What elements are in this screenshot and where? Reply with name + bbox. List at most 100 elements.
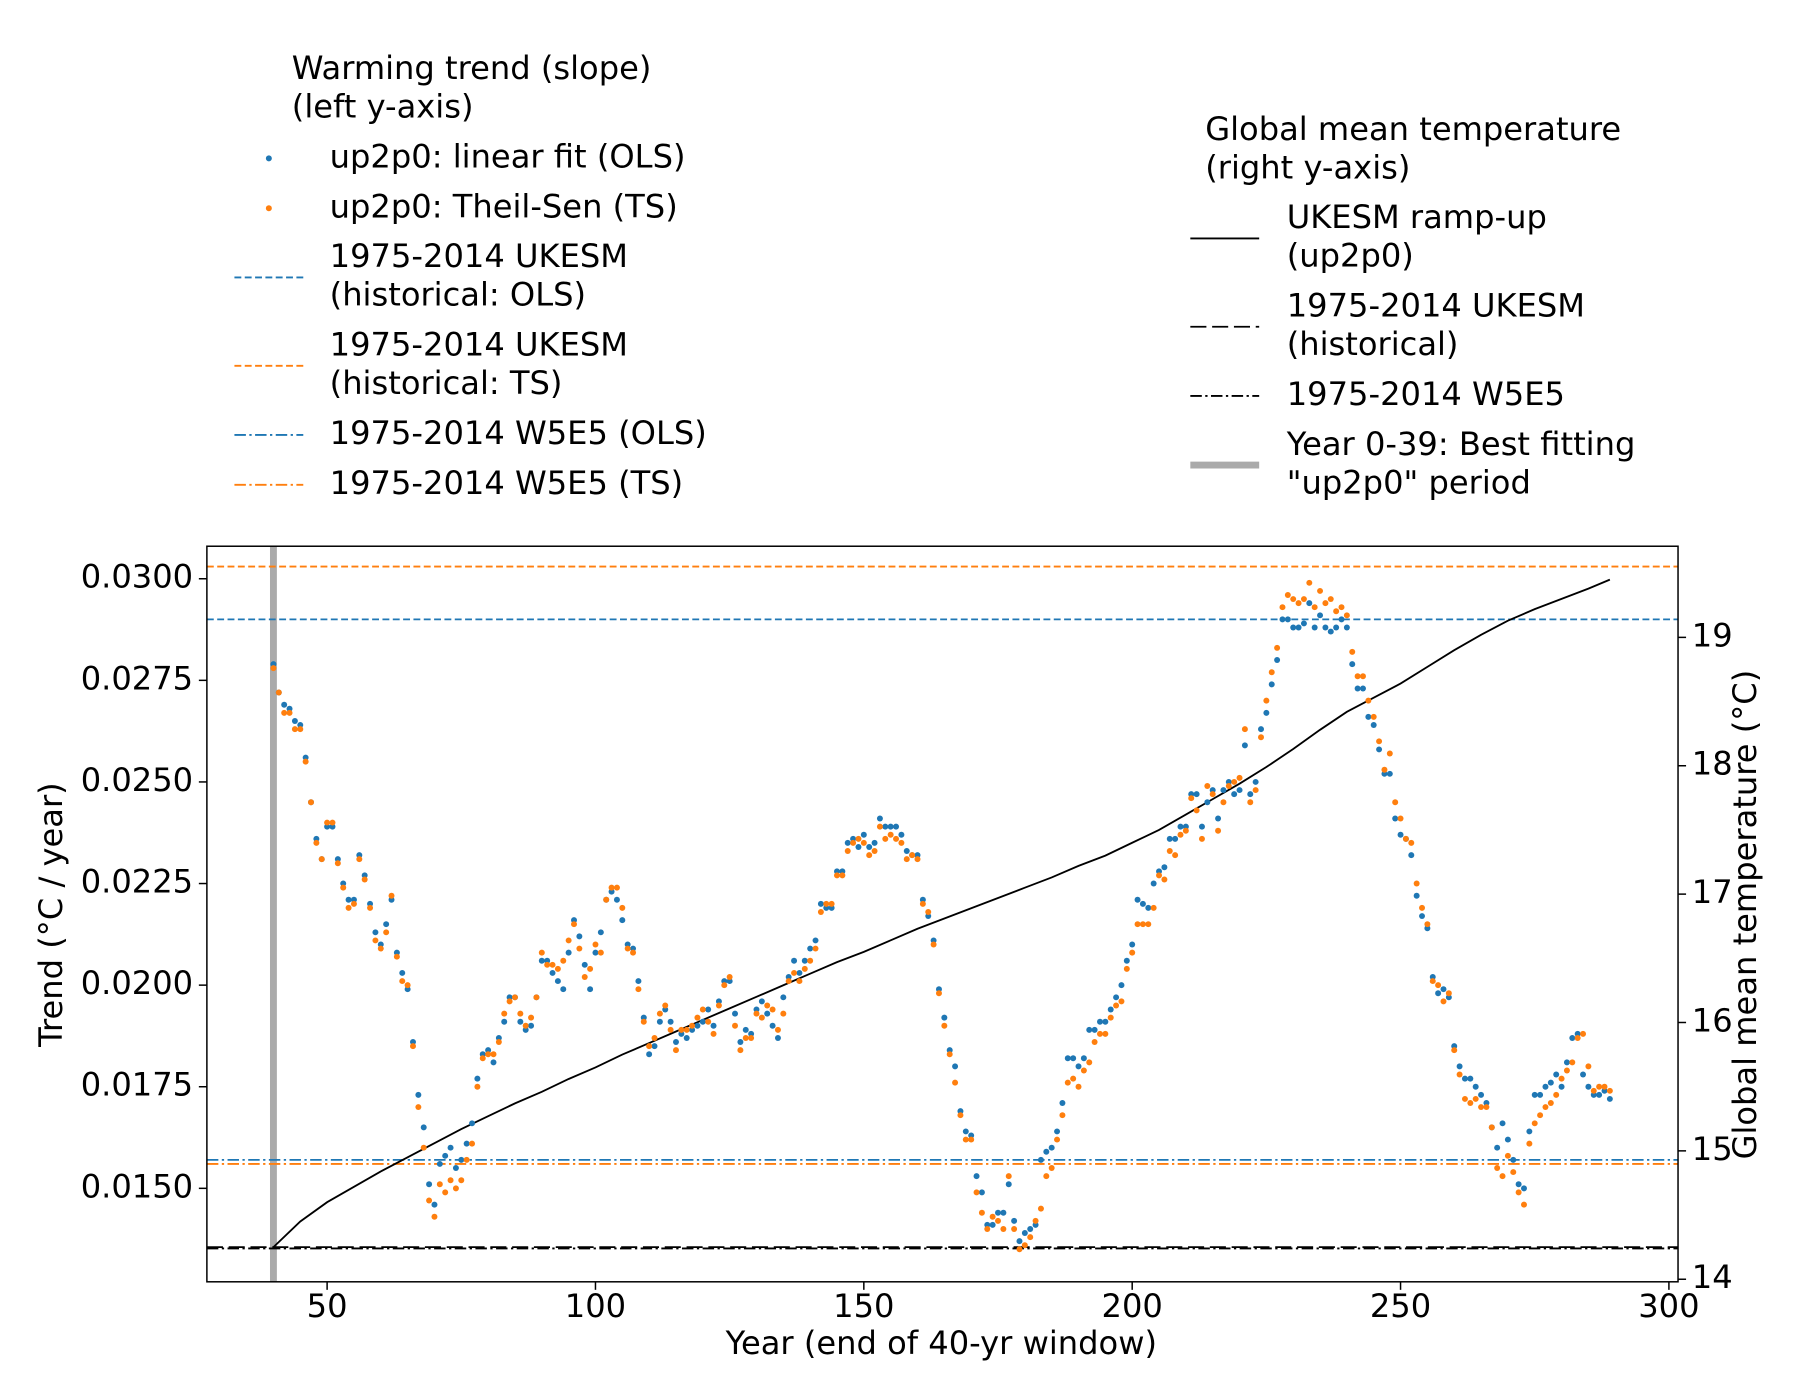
trend-point bbox=[619, 917, 626, 924]
trend-point bbox=[1456, 1071, 1463, 1078]
trend-point bbox=[308, 799, 314, 806]
trend-point bbox=[952, 1079, 959, 1086]
y2-tick-label: 19 bbox=[1692, 616, 1733, 654]
trend-point bbox=[1606, 1095, 1613, 1102]
trend-point bbox=[1494, 1165, 1501, 1171]
temperature-line bbox=[272, 578, 1611, 1248]
trend-point bbox=[1322, 600, 1329, 607]
trend-point bbox=[410, 1043, 416, 1050]
trend-point bbox=[1317, 612, 1324, 619]
trend-point bbox=[1113, 1002, 1120, 1009]
trend-point bbox=[791, 969, 798, 976]
trend-point bbox=[372, 937, 379, 944]
trend-point bbox=[1553, 1091, 1560, 1098]
trend-point bbox=[764, 1010, 771, 1017]
trend-point bbox=[522, 1022, 529, 1029]
trend-point bbox=[1526, 1128, 1533, 1135]
trend-point bbox=[1123, 965, 1130, 972]
trend-point bbox=[871, 848, 878, 855]
y-tick-label: 0.0175 bbox=[81, 1066, 193, 1104]
trend-point bbox=[791, 957, 798, 964]
trend-point bbox=[667, 1026, 674, 1033]
trend-point bbox=[1258, 734, 1264, 741]
trend-point bbox=[458, 1177, 465, 1184]
trend-point bbox=[1499, 1173, 1506, 1180]
trend-point bbox=[1268, 681, 1275, 688]
trend-point bbox=[517, 1010, 524, 1017]
trend-point bbox=[1134, 896, 1141, 903]
trend-point bbox=[1215, 815, 1222, 822]
trend-point bbox=[780, 994, 787, 1001]
y-tick-label: 0.0300 bbox=[81, 558, 193, 596]
trend-point bbox=[984, 1225, 991, 1232]
trend-point bbox=[1048, 1144, 1055, 1151]
trend-point bbox=[812, 937, 819, 944]
legend-label: 1975-2014 UKESM bbox=[330, 326, 628, 364]
trend-point bbox=[1129, 941, 1136, 948]
trend-point bbox=[1365, 713, 1372, 720]
trend-point bbox=[855, 843, 862, 850]
legend-label: up2p0: Theil-Sen (TS) bbox=[330, 187, 678, 225]
trend-point bbox=[1236, 774, 1243, 781]
y-tick-label: 0.0225 bbox=[81, 863, 193, 901]
trend-point bbox=[1494, 1144, 1501, 1151]
trend-point bbox=[774, 1034, 781, 1041]
trend-point bbox=[613, 884, 620, 891]
trend-point bbox=[1274, 644, 1281, 651]
legend-title: (right y-axis) bbox=[1205, 148, 1410, 186]
trend-point bbox=[1021, 1230, 1028, 1237]
trend-point bbox=[1429, 978, 1436, 985]
trend-point bbox=[1547, 1100, 1554, 1106]
trend-point bbox=[656, 1010, 663, 1017]
trend-point bbox=[1585, 1083, 1592, 1090]
trend-point bbox=[769, 1006, 776, 1013]
trend-point bbox=[576, 933, 583, 940]
trend-point bbox=[1247, 791, 1254, 798]
x-tick-label: 300 bbox=[1638, 1287, 1699, 1325]
trend-point bbox=[1569, 1034, 1576, 1041]
trend-point bbox=[1606, 1087, 1613, 1094]
trend-point bbox=[1311, 624, 1318, 631]
trend-point bbox=[270, 665, 277, 672]
legend-label: 1975-2014 W5E5 (TS) bbox=[330, 464, 684, 502]
trend-point bbox=[1091, 1039, 1098, 1046]
trend-point bbox=[1521, 1185, 1527, 1192]
trend-point bbox=[1037, 1156, 1044, 1163]
trend-point bbox=[1161, 864, 1168, 871]
trend-point bbox=[909, 852, 916, 859]
trend-point bbox=[1563, 1059, 1570, 1066]
trend-point bbox=[1231, 791, 1238, 798]
trend-point bbox=[828, 900, 835, 907]
trend-point bbox=[1574, 1034, 1581, 1041]
trend-point bbox=[1392, 799, 1399, 806]
trend-point bbox=[1156, 872, 1163, 879]
trend-point bbox=[646, 1043, 653, 1050]
trend-point bbox=[758, 998, 765, 1005]
trend-point bbox=[1064, 1055, 1071, 1062]
trend-point bbox=[1569, 1059, 1576, 1066]
trend-point bbox=[1580, 1071, 1587, 1078]
trend-point bbox=[1129, 949, 1136, 956]
trend-point bbox=[485, 1051, 492, 1058]
trend-point bbox=[1478, 1091, 1485, 1098]
trend-point bbox=[844, 848, 851, 855]
trend-point bbox=[957, 1112, 964, 1119]
trend-point bbox=[1193, 791, 1200, 798]
y2-tick-label: 18 bbox=[1692, 745, 1733, 783]
trend-point bbox=[732, 1010, 739, 1017]
trend-point bbox=[1198, 823, 1205, 830]
trend-point bbox=[1000, 1225, 1007, 1232]
trend-point bbox=[345, 904, 352, 911]
x-tick-label: 250 bbox=[1370, 1287, 1431, 1325]
trend-point bbox=[973, 1189, 980, 1196]
trend-point bbox=[1182, 827, 1189, 834]
trend-point bbox=[995, 1209, 1001, 1216]
trend-point bbox=[286, 709, 293, 716]
trend-point bbox=[571, 921, 577, 928]
trend-point bbox=[1107, 1006, 1114, 1013]
trend-point bbox=[1558, 1075, 1565, 1082]
trend-point bbox=[973, 1173, 980, 1180]
trend-point bbox=[737, 1039, 744, 1046]
trend-point bbox=[1268, 669, 1275, 676]
legend-label: UKESM ramp-up bbox=[1287, 198, 1547, 236]
